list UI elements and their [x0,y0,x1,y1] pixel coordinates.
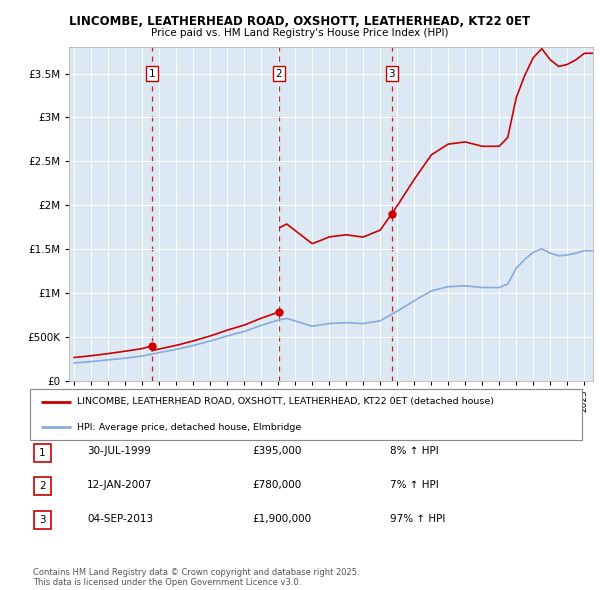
Text: HPI: Average price, detached house, Elmbridge: HPI: Average price, detached house, Elmb… [77,422,301,431]
Text: 30-JUL-1999: 30-JUL-1999 [87,447,151,456]
Text: £1,900,000: £1,900,000 [252,514,311,523]
Text: LINCOMBE, LEATHERHEAD ROAD, OXSHOTT, LEATHERHEAD, KT22 0ET: LINCOMBE, LEATHERHEAD ROAD, OXSHOTT, LEA… [70,15,530,28]
Text: 8% ↑ HPI: 8% ↑ HPI [390,447,439,456]
Text: £395,000: £395,000 [252,447,301,456]
Text: Price paid vs. HM Land Registry's House Price Index (HPI): Price paid vs. HM Land Registry's House … [151,28,449,38]
Text: 12-JAN-2007: 12-JAN-2007 [87,480,152,490]
Text: Contains HM Land Registry data © Crown copyright and database right 2025.
This d: Contains HM Land Registry data © Crown c… [33,568,359,587]
Text: 1: 1 [39,448,46,457]
Text: 3: 3 [388,68,395,78]
Text: 2: 2 [39,481,46,491]
Text: 1: 1 [149,68,155,78]
Text: LINCOMBE, LEATHERHEAD ROAD, OXSHOTT, LEATHERHEAD, KT22 0ET (detached house): LINCOMBE, LEATHERHEAD ROAD, OXSHOTT, LEA… [77,398,494,407]
Text: 04-SEP-2013: 04-SEP-2013 [87,514,153,523]
Text: 3: 3 [39,515,46,525]
Text: 97% ↑ HPI: 97% ↑ HPI [390,514,445,523]
Text: 7% ↑ HPI: 7% ↑ HPI [390,480,439,490]
Text: £780,000: £780,000 [252,480,301,490]
Text: 2: 2 [275,68,282,78]
